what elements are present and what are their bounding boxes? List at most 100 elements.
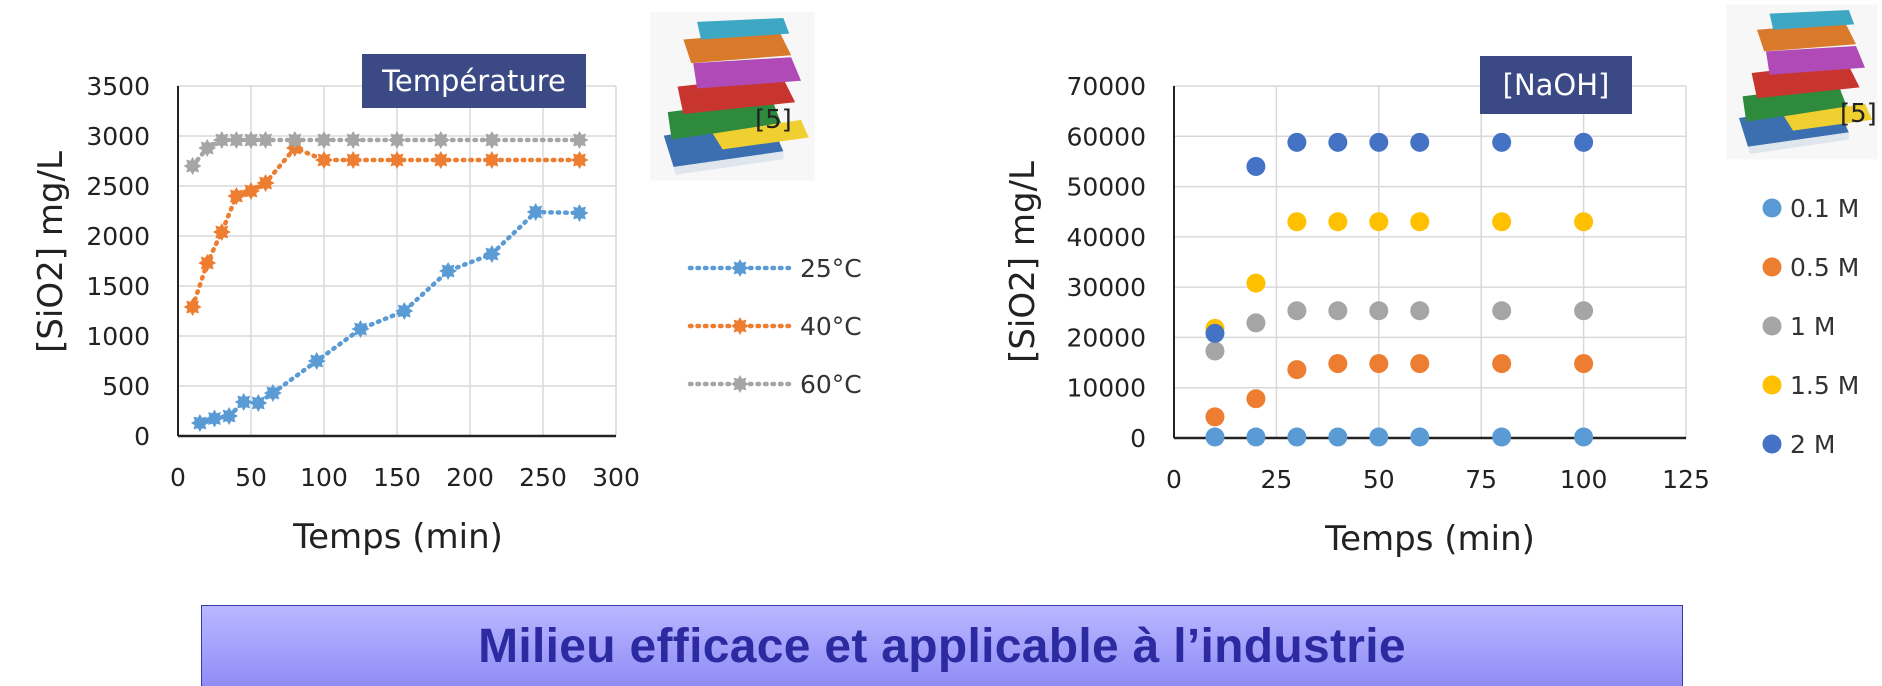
data-point-25-c: [526, 203, 545, 221]
naoh-chart-title: [NaOH]: [1503, 68, 1610, 102]
data-point-1-5-m: [1328, 212, 1348, 232]
data-point-25-c: [190, 414, 209, 432]
legend-marker-1-5-m: [1762, 375, 1782, 395]
naoh-y-tick-label: 0: [1130, 424, 1146, 453]
temperature-title-box: [362, 54, 586, 108]
data-point-40-c: [315, 151, 333, 169]
data-point-1-m: [1205, 341, 1225, 361]
data-point-1-m: [1574, 301, 1594, 321]
temperature-x-tick-label: 200: [446, 463, 494, 492]
naoh-y-tick-label: 20000: [1066, 323, 1146, 352]
data-point-60-c: [570, 131, 589, 149]
data-point-60-c: [256, 131, 275, 149]
data-point-1-5-m: [1492, 212, 1512, 232]
data-point-0-5-m: [1574, 354, 1594, 374]
data-point-25-c: [205, 409, 224, 428]
books-stack-icon: [1726, 4, 1878, 160]
data-point-40-c: [212, 223, 231, 241]
books-stack-icon: [650, 12, 815, 181]
conclusion-banner-text: Milieu efficace et applicable à l’indust…: [478, 619, 1406, 673]
legend-marker-0-5-m: [1762, 257, 1782, 277]
data-point-25-c: [220, 407, 239, 425]
temperature-chart-legend: 25°C 40°C 60°C: [687, 254, 862, 399]
data-point-0-5-m: [1369, 354, 1389, 374]
temperature-x-tick-label: 300: [592, 463, 640, 492]
naoh-title-box: [1480, 56, 1632, 114]
data-point-60-c: [431, 131, 450, 149]
data-point-2-m: [1246, 156, 1266, 176]
temperature-y-tick-label: 2500: [86, 172, 150, 201]
naoh-x-tick-label: 0: [1166, 465, 1182, 494]
series-line-25-c: [197, 209, 582, 426]
data-point-25-c: [395, 302, 414, 320]
naoh-y-tick-label: 50000: [1066, 173, 1146, 202]
data-point-60-c: [242, 131, 260, 149]
data-point-2-m: [1328, 132, 1348, 152]
naoh-y-tick-label: 70000: [1066, 72, 1146, 101]
temperature-y-tick-label: 1500: [86, 272, 150, 301]
data-point-2-m: [1369, 132, 1389, 152]
data-point-0-5-m: [1492, 354, 1512, 374]
legend-label-1-5-m: 1.5 M: [1790, 371, 1859, 400]
naoh-chart-grid: [1173, 85, 1687, 440]
data-point-60-c: [183, 157, 202, 175]
data-point-60-c: [227, 131, 246, 149]
data-point-0-5-m: [1410, 354, 1430, 374]
data-point-40-c: [570, 151, 589, 169]
naoh-x-tick-label: 75: [1465, 465, 1497, 494]
data-point-0-1-m: [1574, 427, 1594, 447]
data-point-25-c: [439, 262, 458, 280]
data-point-40-c: [256, 174, 275, 192]
temperature-x-tick-label: 150: [373, 463, 421, 492]
temperature-chart-x-label: Temps (min): [292, 517, 503, 557]
data-point-25-c: [234, 393, 253, 411]
legend-label-1-m: 1 M: [1790, 312, 1835, 341]
data-point-25-c: [351, 320, 370, 338]
temperature-y-tick-label: 500: [102, 372, 150, 401]
data-point-1-m: [1410, 301, 1430, 321]
naoh-chart-x-ticks: 0 25 50 75 100 125: [1166, 465, 1710, 494]
data-point-60-c: [482, 131, 501, 149]
temperature-chart-series: [183, 131, 589, 432]
data-point-60-c: [285, 131, 304, 149]
temperature-y-tick-label: 0: [134, 422, 150, 451]
data-point-60-c: [212, 131, 231, 149]
data-point-0-1-m: [1369, 427, 1389, 447]
data-point-0-5-m: [1246, 389, 1266, 409]
temperature-chart-title: Température: [381, 64, 566, 98]
data-point-2-m: [1287, 132, 1307, 152]
legend-label-25-c: 25°C: [800, 254, 862, 283]
legend-marker-25-c: [731, 259, 749, 277]
data-point-60-c: [344, 131, 363, 149]
naoh-chart-y-label: [SiO2] mg/L: [1003, 161, 1043, 363]
legend-marker-1-m: [1762, 316, 1782, 336]
temperature-chart-x-ticks: 0 50 100 150 200 250 300: [170, 463, 640, 492]
legend-label-0-5-m: 0.5 M: [1790, 253, 1859, 282]
data-point-25-c: [307, 352, 326, 370]
data-point-40-c: [183, 298, 202, 316]
data-point-0-5-m: [1287, 360, 1307, 380]
naoh-x-tick-label: 50: [1363, 465, 1395, 494]
data-point-2-m: [1205, 323, 1225, 343]
data-point-60-c: [388, 131, 406, 149]
temperature-x-tick-label: 0: [170, 463, 186, 492]
data-point-1-5-m: [1410, 212, 1430, 232]
data-point-0-5-m: [1328, 354, 1348, 374]
data-point-1-m: [1369, 301, 1389, 321]
naoh-citation: [5]: [1840, 99, 1877, 129]
data-point-60-c: [198, 139, 217, 157]
legend-marker-2-m: [1762, 434, 1782, 454]
temperature-chart-y-label: [SiO2] mg/L: [31, 151, 71, 353]
naoh-chart-x-label: Temps (min): [1324, 519, 1535, 559]
data-point-40-c: [227, 187, 246, 205]
data-point-1-m: [1246, 313, 1266, 333]
naoh-chart: 0 10000 20000 30000 40000 50000 60000 70000 0 25…: [1003, 4, 1878, 559]
data-point-1-m: [1287, 301, 1307, 321]
conclusion-banner: Milieu efficace et applicable à l’indust…: [201, 605, 1683, 686]
naoh-y-tick-label: 40000: [1066, 223, 1146, 252]
naoh-x-tick-label: 125: [1662, 465, 1710, 494]
data-point-0-1-m: [1287, 427, 1307, 447]
temperature-chart: 0 500 1000 1500 2000 2500 3000 3500 0 50 100 150 20…: [31, 12, 862, 557]
legend-marker-60-c: [731, 375, 749, 393]
